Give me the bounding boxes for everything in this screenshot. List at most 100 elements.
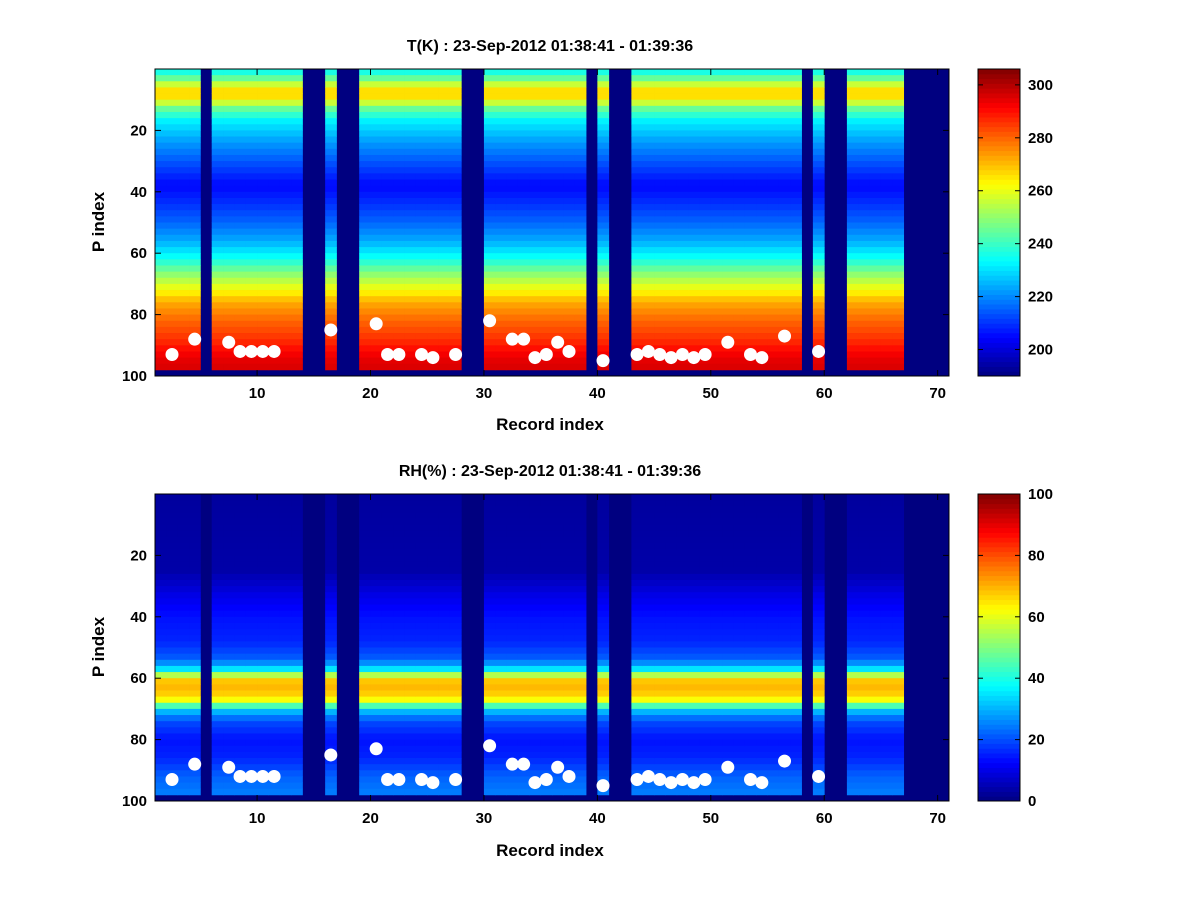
heatmap-cell: [415, 75, 428, 82]
heatmap-cell: [699, 240, 712, 248]
heatmap-cell: [438, 561, 451, 569]
heatmap-cell: [767, 751, 780, 759]
heatmap-cell: [359, 555, 371, 562]
heatmap-cell: [483, 142, 496, 150]
heatmap-cell: [393, 715, 405, 722]
heatmap-cell: [189, 351, 201, 358]
heatmap-cell: [540, 751, 553, 759]
heatmap-cell: [540, 204, 553, 211]
heatmap-cell: [234, 161, 247, 168]
heatmap-cell: [404, 616, 417, 624]
heatmap-cell: [552, 586, 564, 593]
heatmap-cell: [415, 173, 428, 180]
heatmap-cell: [370, 696, 383, 704]
heatmap-cell: [846, 333, 859, 340]
heatmap-cell: [846, 81, 859, 88]
heatmap-cell: [597, 314, 610, 322]
heatmap-cell: [483, 259, 496, 266]
heatmap-cell: [438, 326, 451, 334]
heatmap-cell: [291, 290, 303, 297]
heatmap-cell: [869, 308, 882, 315]
heatmap-cell: [744, 610, 757, 618]
heatmap-cell: [506, 530, 519, 538]
heatmap-cell: [642, 283, 655, 291]
surface-marker: [505, 332, 519, 346]
heatmap-cell: [540, 555, 553, 562]
heatmap-cell: [563, 118, 576, 125]
heatmap-cell: [552, 500, 564, 507]
heatmap-cell: [291, 363, 303, 371]
heatmap-cell: [880, 277, 893, 285]
heatmap-cell: [812, 105, 825, 113]
heatmap-cell: [846, 326, 859, 334]
heatmap-cell: [483, 124, 496, 131]
heatmap-cell: [676, 333, 689, 340]
heatmap-cell: [393, 543, 405, 550]
colorbar-swatch: [978, 227, 1020, 233]
heatmap-cell: [517, 277, 530, 285]
heatmap-cell: [858, 142, 870, 150]
heatmap-cell: [325, 536, 337, 544]
heatmap-cell: [483, 118, 496, 125]
heatmap-cell: [540, 222, 553, 230]
heatmap-cell: [688, 290, 700, 297]
heatmap-cell: [733, 788, 746, 796]
heatmap-cell: [257, 678, 269, 685]
heatmap-cell: [381, 678, 394, 685]
heatmap-cell: [393, 745, 405, 753]
heatmap-cell: [880, 105, 893, 113]
heatmap-cell: [654, 148, 666, 156]
heatmap-cell: [574, 739, 587, 747]
heatmap-cell: [449, 635, 462, 642]
heatmap-cell: [359, 204, 371, 211]
heatmap-cell: [676, 579, 689, 587]
colorbar-swatch: [978, 155, 1020, 161]
surface-marker: [812, 344, 826, 358]
heatmap-cell: [880, 136, 893, 144]
heatmap-cell: [665, 99, 678, 107]
heatmap-cell: [767, 148, 780, 156]
heatmap-cell: [189, 222, 201, 230]
heatmap-cell: [415, 788, 428, 796]
heatmap-cell: [189, 782, 201, 790]
heatmap-cell: [733, 512, 746, 519]
heatmap-cell: [393, 81, 405, 88]
x-tick-label: 50: [702, 385, 719, 402]
heatmap-cell: [710, 161, 723, 168]
heatmap-cell: [359, 659, 371, 667]
heatmap-cell: [325, 185, 337, 193]
heatmap-cell: [631, 629, 644, 636]
heatmap-cell: [778, 130, 791, 137]
heatmap-cell: [211, 265, 224, 273]
heatmap-cell: [495, 339, 508, 346]
heatmap-cell: [370, 622, 383, 630]
heatmap-cell: [279, 586, 292, 593]
heatmap-cell: [722, 573, 734, 581]
heatmap-cell: [166, 222, 179, 230]
surface-marker: [392, 348, 406, 362]
heatmap-cell: [869, 271, 882, 279]
heatmap-cell: [155, 586, 167, 593]
heatmap-cell: [177, 265, 190, 273]
heatmap-cell: [778, 653, 791, 661]
heatmap-cell: [552, 99, 564, 107]
heatmap-cell: [359, 770, 371, 777]
heatmap-cell: [744, 290, 757, 297]
heatmap-cell: [268, 302, 281, 309]
heatmap-cell: [393, 296, 405, 303]
heatmap-cell: [155, 320, 167, 328]
heatmap-cell: [438, 659, 451, 667]
heatmap-cell: [449, 363, 462, 371]
heatmap-cell: [654, 721, 666, 728]
heatmap-cell: [812, 302, 825, 309]
heatmap-cell: [245, 530, 258, 538]
heatmap-cell: [756, 506, 768, 513]
heatmap-cell: [155, 326, 167, 334]
heatmap-cell: [359, 191, 371, 199]
heatmap-cell: [483, 604, 496, 612]
heatmap-cell: [370, 567, 383, 575]
heatmap-cell: [563, 684, 576, 691]
heatmap-cell: [733, 93, 746, 101]
heatmap-cell: [631, 271, 644, 279]
heatmap-cell: [597, 745, 610, 753]
